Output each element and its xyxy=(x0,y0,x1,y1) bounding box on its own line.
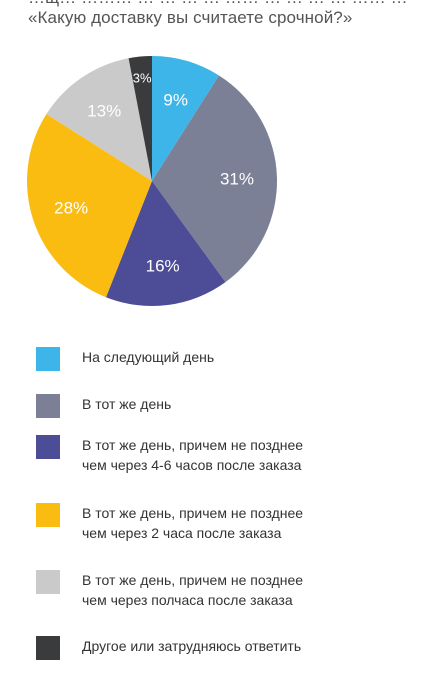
pie-slice-6 xyxy=(128,56,152,181)
legend-label: В тот же день, причем не позднее чем чер… xyxy=(82,505,304,541)
pie-slice-label-1: 9% xyxy=(163,90,188,109)
legend-label: В тот же день, причем не позднее чем чер… xyxy=(82,437,304,473)
legend-swatch xyxy=(36,394,60,418)
legend-label: В тот же день, причем не позднее чем чер… xyxy=(82,572,304,608)
pie-slice-label-2: 31% xyxy=(220,169,254,188)
pie-slice-label-4: 28% xyxy=(54,198,88,217)
legend-item: В тот же день, причем не позднее чем чер… xyxy=(36,435,436,475)
legend-item: На следующий день xyxy=(36,347,436,371)
legend-label: Другое или затрудняюсь ответить xyxy=(82,638,302,654)
pie-slice-5 xyxy=(46,58,152,181)
legend-swatch xyxy=(36,503,60,527)
legend-item: В тот же день, причем не позднее чем чер… xyxy=(36,570,436,610)
pie-slice-1 xyxy=(152,56,219,181)
title-partial-line: …щ… ……… … … … … …… … … … … …… … xyxy=(28,0,408,8)
chart-title: «Какую доставку вы считаете срочной?» xyxy=(28,8,353,27)
legend-swatch xyxy=(36,347,60,371)
pie-slice-4 xyxy=(27,114,152,298)
pie-slice-label-3: 16% xyxy=(146,256,180,275)
pie-chart: 9% 31% 16% 28% 13% 3% xyxy=(27,56,277,306)
legend-item: В тот же день xyxy=(36,394,436,418)
pie-slice-2 xyxy=(152,75,277,283)
legend-swatch xyxy=(36,435,60,459)
legend-label: В тот же день xyxy=(82,396,172,412)
legend-item: Другое или затрудняюсь ответить xyxy=(36,636,436,660)
pie-slice-3 xyxy=(105,181,226,306)
legend-label: На следующий день xyxy=(82,349,215,365)
pie-slice-label-6: 3% xyxy=(133,70,152,85)
pie-slice-label-5: 13% xyxy=(87,102,121,121)
legend-swatch xyxy=(36,570,60,594)
title-area: …щ… ……… … … … … …… … … … … …… … «Какую д… xyxy=(0,0,439,28)
legend-item: В тот же день, причем не позднее чем чер… xyxy=(36,503,436,543)
legend-swatch xyxy=(36,636,60,660)
